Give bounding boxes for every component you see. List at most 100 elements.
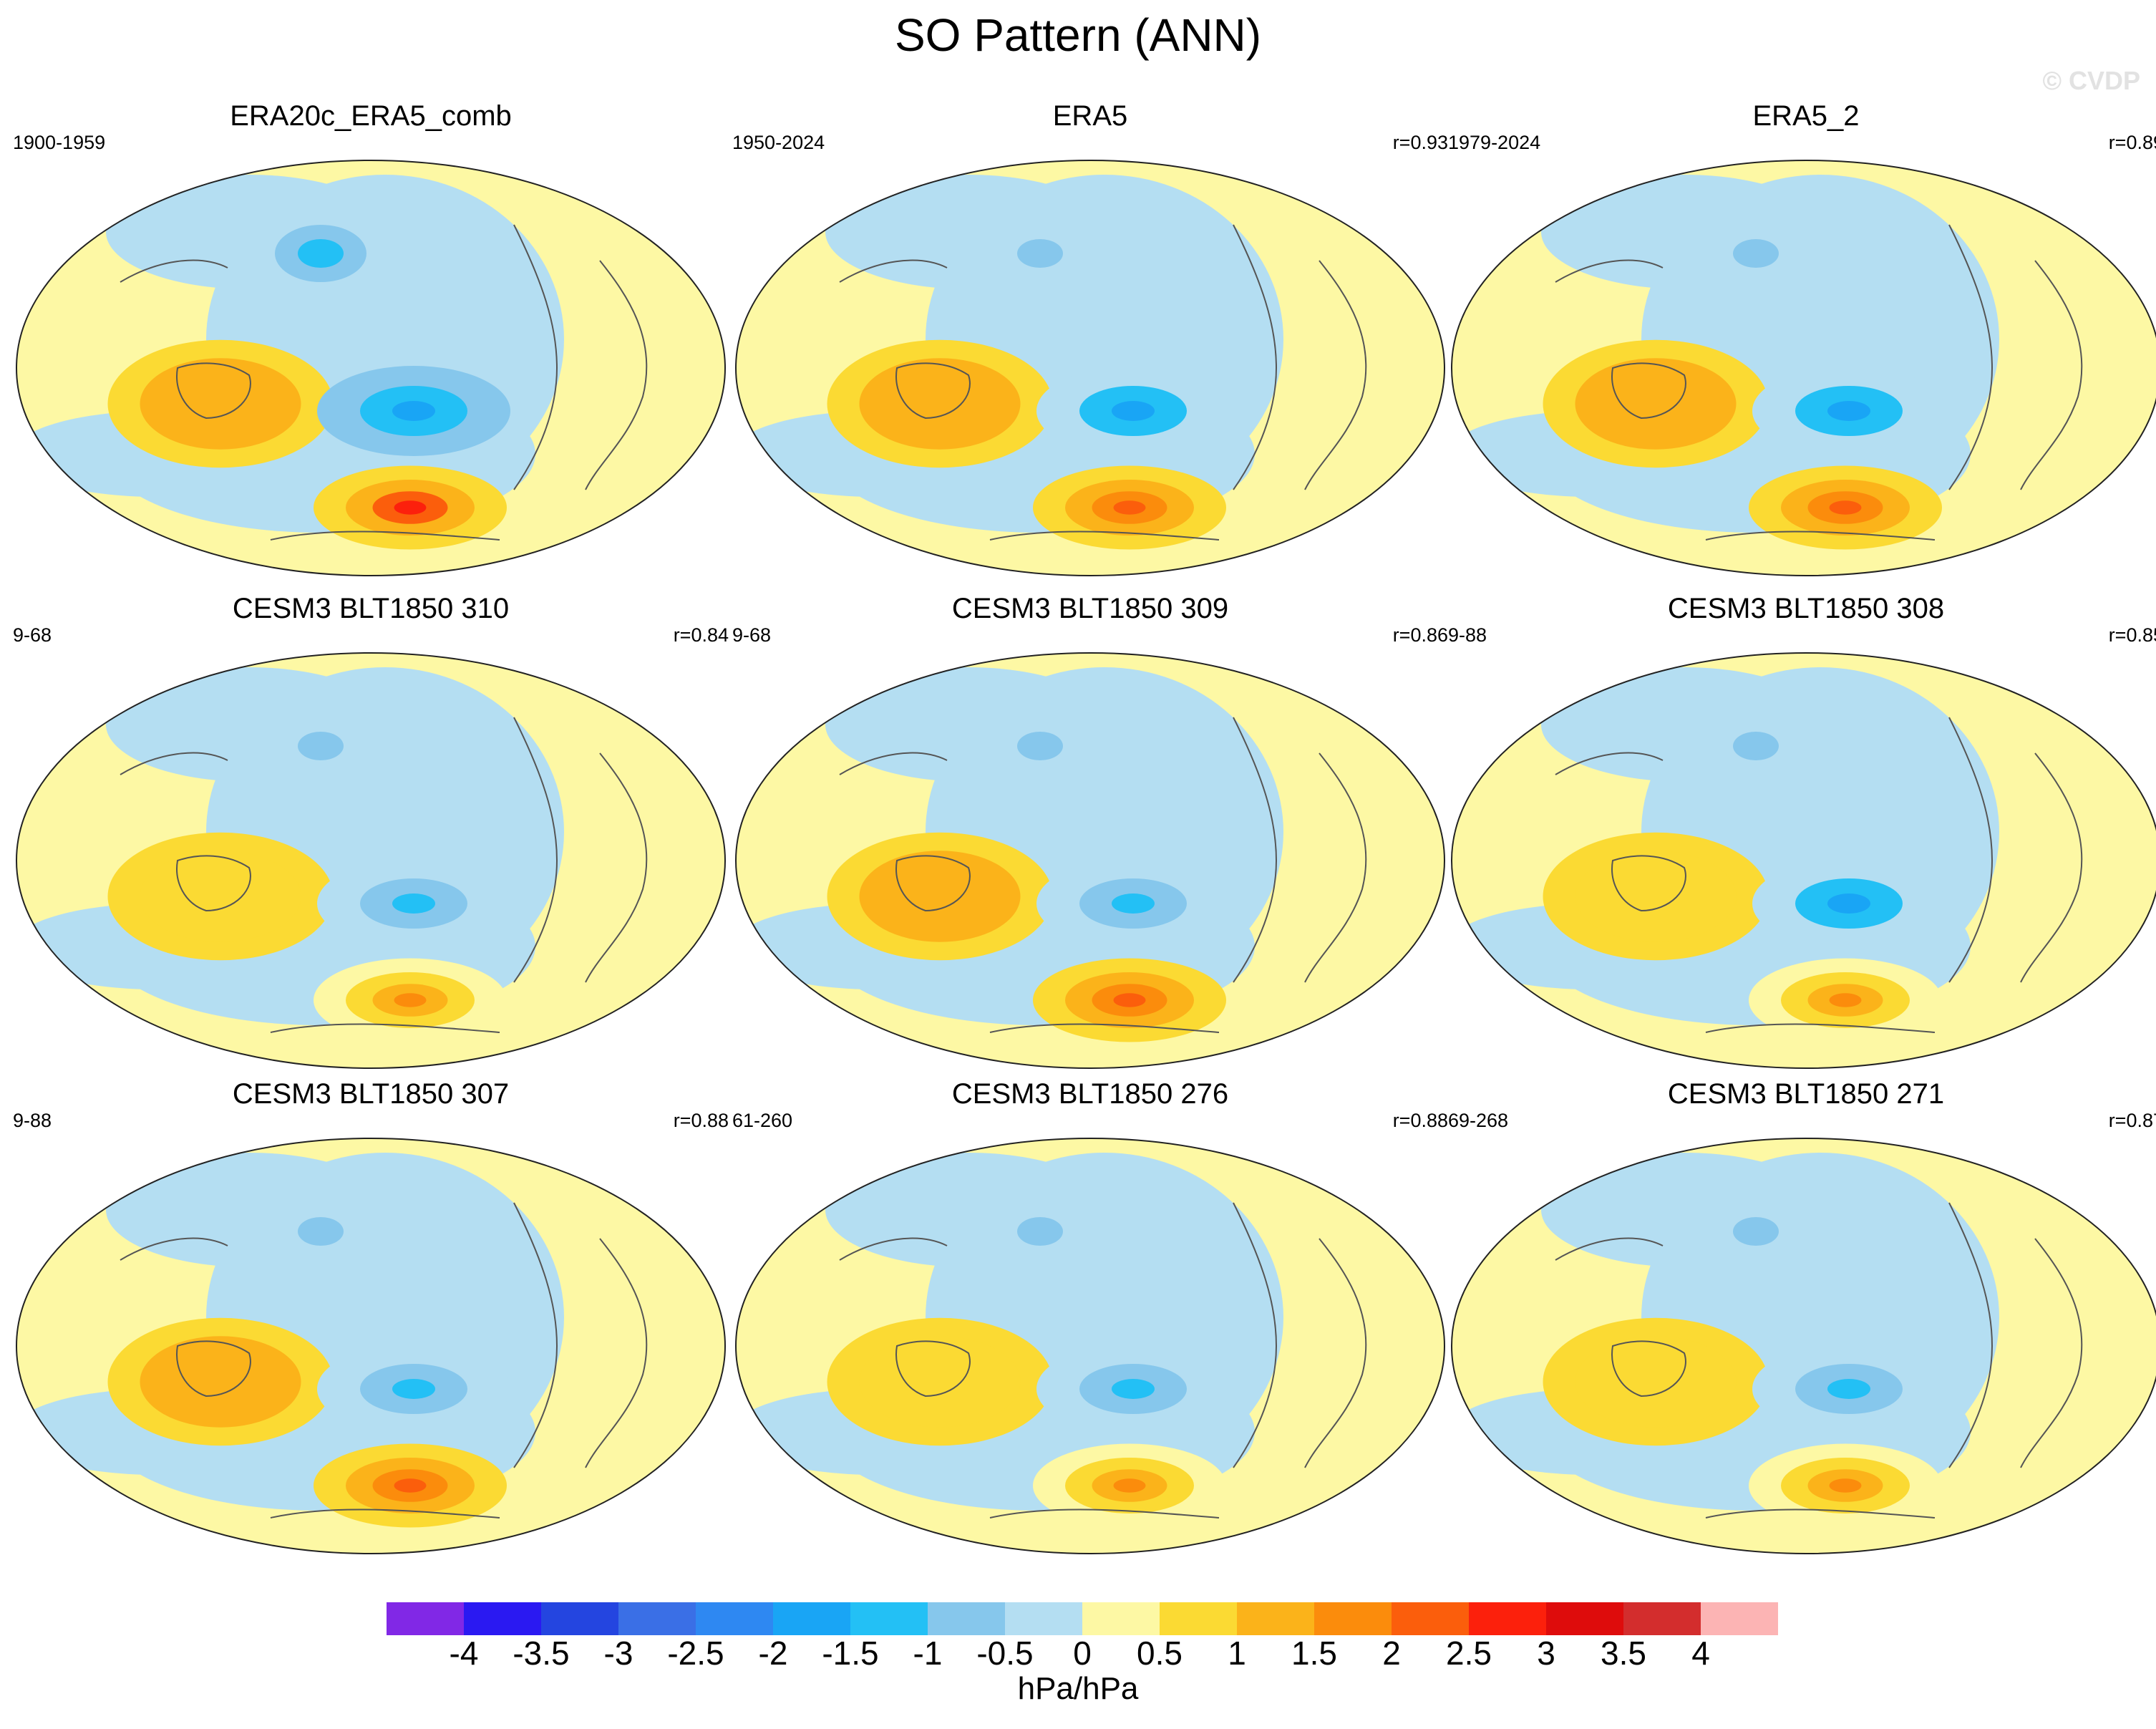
map-boundary <box>16 652 726 1069</box>
coastline <box>989 1508 1220 1519</box>
slp-regression-map <box>16 1138 726 1554</box>
colorbar-swatch <box>387 1602 464 1635</box>
coastline <box>270 1023 500 1033</box>
negative-anomaly-contour <box>392 1379 435 1399</box>
colorbar-swatch <box>773 1602 850 1635</box>
positive-anomaly-contour <box>1113 1478 1146 1493</box>
panel-correlation: r=0.87 <box>2108 1110 2156 1131</box>
coastline <box>270 1508 500 1519</box>
negative-anomaly-contour <box>1827 1379 1870 1399</box>
coastline <box>176 1340 251 1398</box>
coastline <box>895 362 971 420</box>
map-panel: CESM3 BLT1850 271 69-268 r=0.87 <box>1448 1078 2156 1565</box>
panel-years: 9-68 <box>13 624 52 646</box>
watermark: © CVDP <box>2042 66 2140 95</box>
positive-anomaly-contour <box>1829 500 1862 515</box>
panel-title: ERA20c_ERA5_comb <box>230 100 512 132</box>
coastline <box>1705 1508 1936 1519</box>
panel-correlation: r=0.93 <box>1392 132 1448 153</box>
coastline <box>120 259 228 283</box>
positive-anomaly-contour <box>140 358 301 450</box>
panel-correlation: r=0.88 <box>1392 1110 1448 1131</box>
colorbar-swatch <box>1469 1602 1546 1635</box>
positive-anomaly-contour <box>1829 1478 1862 1493</box>
slp-regression-map <box>16 652 726 1069</box>
panel-correlation: r=0.88 <box>673 1110 729 1131</box>
coastline <box>513 1202 558 1468</box>
colorbar-tick-label: -2 <box>758 1634 788 1672</box>
panel-correlation: r=0.85 <box>2108 624 2156 646</box>
map-boundary <box>735 1138 1445 1554</box>
panel-title: ERA5 <box>1052 100 1128 132</box>
colorbar-swatch <box>1237 1602 1314 1635</box>
map-panel: CESM3 BLT1850 308 9-88 r=0.85 <box>1448 593 2156 1080</box>
coastline <box>1233 1202 1278 1468</box>
coastline <box>1611 362 1686 420</box>
coastline <box>989 1023 1220 1033</box>
slp-regression-map <box>16 160 726 576</box>
colorbar-tick-label: 0.5 <box>1137 1634 1183 1672</box>
map-panel: CESM3 BLT1850 310 9-68 r=0.84 <box>13 593 729 1080</box>
main-title: SO Pattern (ANN) <box>894 9 1262 61</box>
negative-anomaly-contour <box>392 893 435 914</box>
negative-anomaly-contour <box>1827 401 1870 421</box>
coastline <box>839 752 948 775</box>
map-boundary <box>1451 160 2156 576</box>
coastline <box>1233 717 1278 983</box>
colorbar-swatch <box>1546 1602 1623 1635</box>
positive-anomaly-contour <box>394 993 427 1007</box>
coastline <box>895 855 971 912</box>
coastline <box>1304 1238 1367 1468</box>
negative-anomaly-contour <box>1827 893 1870 914</box>
map-boundary <box>1451 1138 2156 1554</box>
colorbar-tick-label: -0.5 <box>976 1634 1034 1672</box>
panel-years: 61-260 <box>732 1110 793 1131</box>
negative-anomaly-contour <box>1112 893 1155 914</box>
coastline <box>513 717 558 983</box>
colorbar-swatch <box>1701 1602 1778 1635</box>
map-panel: ERA5 1950-2024 r=0.93 <box>732 100 1448 587</box>
colorbar-swatch <box>1392 1602 1469 1635</box>
colorbar-tick-label: -1.5 <box>822 1634 879 1672</box>
panel-correlation: r=0.84 <box>673 624 729 646</box>
negative-anomaly-contour <box>298 732 344 760</box>
coastline <box>839 259 948 283</box>
coastline <box>1948 717 1994 983</box>
panel-title: CESM3 BLT1850 310 <box>232 593 510 624</box>
slp-regression-map <box>1451 652 2156 1069</box>
colorbar-swatch <box>1314 1602 1392 1635</box>
colorbar-swatch <box>850 1602 928 1635</box>
coastline <box>989 531 1220 541</box>
colorbar-tick-label: 2.5 <box>1446 1634 1492 1672</box>
positive-anomaly-contour <box>859 358 1021 450</box>
coastline <box>2020 260 2083 490</box>
negative-anomaly-contour <box>392 401 435 421</box>
map-boundary <box>735 160 1445 576</box>
panel-years: 9-88 <box>1448 624 1487 646</box>
colorbar-units: hPa/hPa <box>1017 1671 1139 1706</box>
slp-regression-map <box>1451 160 2156 576</box>
negative-anomaly-contour <box>1112 1379 1155 1399</box>
colorbar-tick-label: 4 <box>1691 1634 1710 1672</box>
negative-anomaly-contour <box>1733 732 1779 760</box>
colorbar-tick-label: 3 <box>1537 1634 1555 1672</box>
colorbar-tick-label: -4 <box>449 1634 479 1672</box>
coastline <box>585 1238 648 1468</box>
colorbar-tick-label: 2 <box>1382 1634 1401 1672</box>
map-panel: CESM3 BLT1850 309 9-68 r=0.86 <box>732 593 1448 1080</box>
coastline <box>585 752 648 983</box>
map-panel: CESM3 BLT1850 276 61-260 r=0.88 <box>732 1078 1448 1565</box>
negative-anomaly-contour <box>1112 401 1155 421</box>
negative-anomaly-contour <box>1017 732 1063 760</box>
map-panel: ERA5_2 1979-2024 r=0.89 <box>1448 100 2156 587</box>
coastline <box>1705 531 1936 541</box>
panel-years: 9-68 <box>732 624 772 646</box>
positive-anomaly-contour <box>1113 500 1146 515</box>
panel-title: ERA5_2 <box>1752 100 1860 132</box>
negative-anomaly-contour <box>1017 1217 1063 1246</box>
colorbar-swatch <box>1082 1602 1160 1635</box>
coastline <box>1948 1202 1994 1468</box>
positive-anomaly-contour <box>1113 993 1146 1007</box>
colorbar-tick-label: 1.5 <box>1291 1634 1337 1672</box>
